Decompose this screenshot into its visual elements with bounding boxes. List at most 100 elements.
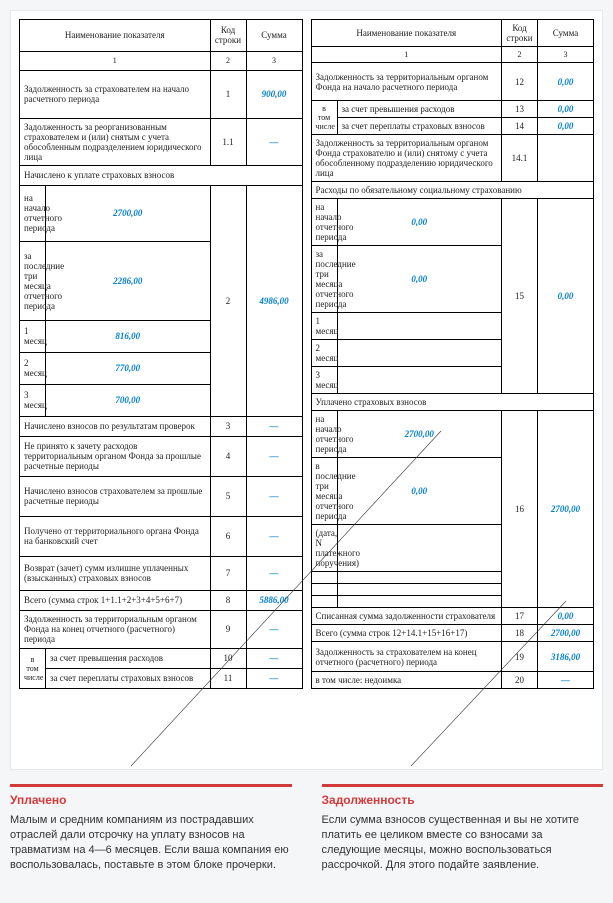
l-r10-code: 9: [210, 610, 246, 648]
r-r6-name: Списанная сумма задолженности страховате…: [311, 608, 502, 625]
l-r4-sum: —: [270, 421, 279, 431]
r-r5f: [311, 596, 337, 608]
l-r11b-name: за счет переплаты страховых взносов: [46, 668, 211, 688]
l-r9-name: Всего (сумма строк 1+1.1+2+3+4+5+6+7): [20, 590, 211, 610]
l-r5-name: Не принято к зачету расходов территориал…: [20, 436, 211, 476]
r-r7-sum: 2700,00: [551, 628, 580, 638]
l-r3d-sum: 770,00: [115, 363, 140, 373]
l-r10-sum: —: [270, 624, 279, 634]
r-r1-code: 12: [502, 63, 538, 101]
l-r3b-sum: 2286,00: [113, 276, 142, 286]
col3: 3: [246, 51, 302, 70]
r-r5-sum: 2700,00: [551, 504, 580, 514]
hdr-sum-r: Сумма: [538, 20, 594, 47]
left-table: Наименование показателя Код строки Сумма…: [19, 19, 303, 689]
anno2-text: Если сумма взносов существенная и вы не …: [322, 813, 604, 872]
l-r5-code: 4: [210, 436, 246, 476]
r-r5b-sum: 0,00: [411, 486, 427, 496]
r-r8-name: Задолженность за страхователем на конец …: [311, 642, 502, 672]
r-r8-sum: 3186,00: [551, 652, 580, 662]
r-r7-name: Всего (сумма строк 12+14.1+15+16+17): [311, 625, 502, 642]
l-r8-code: 7: [210, 556, 246, 590]
anno1-text: Малым и средним компаниям из пострадавши…: [10, 813, 292, 872]
r-r3-name: Задолженность за территориальным органом…: [311, 135, 502, 182]
r-r5d: [311, 572, 337, 584]
form-sheet: Наименование показателя Код строки Сумма…: [10, 10, 603, 770]
r-r2a-name: за счет превышения расходов: [337, 101, 502, 118]
l-r8-sum: —: [270, 568, 279, 578]
l-r3a-sum: 2700,00: [113, 208, 142, 218]
r-r4a-name: на начало отчетного периода: [311, 199, 337, 246]
hdr-code: Код строки: [210, 20, 246, 52]
l-r11-lbl: в том числе: [20, 648, 46, 688]
anno2-title: Задолженность: [322, 793, 604, 807]
hdr-name-r: Наименование показателя: [311, 20, 502, 47]
right-table: Наименование показателя Код строки Сумма…: [311, 19, 595, 689]
l-r11a-sum: —: [270, 653, 279, 663]
l-r7-name: Получено от территориального органа Фонд…: [20, 516, 211, 556]
r-r5c-name: (дата, N платежного поручения): [311, 525, 337, 572]
l-r9-sum: 5886,00: [259, 595, 288, 605]
r-r5b-name: в последние три месяца отчетного периода: [311, 458, 337, 525]
annotations: Уплачено Малым и средним компаниям из по…: [10, 784, 603, 872]
hdr-sum: Сумма: [246, 20, 302, 52]
l-r7-sum: —: [270, 531, 279, 541]
r-r7-code: 18: [502, 625, 538, 642]
r-r4e-name: 3 месяц: [311, 367, 337, 394]
l-r3-sum: 4986,00: [259, 296, 288, 306]
r-r5a-name: на начало отчетного периода: [311, 411, 337, 458]
l-r3c-sum: 816,00: [115, 331, 140, 341]
r-r4c-name: 1 месяц: [311, 313, 337, 340]
l-r6-sum: —: [270, 491, 279, 501]
anno2-bar: [322, 784, 604, 787]
r-r4d-name: 2 месяц: [311, 340, 337, 367]
annotation-uplacheno: Уплачено Малым и средним компаниям из по…: [10, 784, 292, 872]
r-r4b-name: за последние три месяца отчетного период…: [311, 246, 337, 313]
l-r11a-code: 10: [210, 648, 246, 668]
l-r2-code: 1.1: [210, 118, 246, 165]
l-r5-sum: —: [270, 451, 279, 461]
r-r5a-sum: 2700,00: [405, 429, 434, 439]
l-r3b-name: за последние три месяца отчетного период…: [20, 241, 46, 320]
l-r1-code: 1: [210, 70, 246, 118]
l-r3-name: Начислено к уплате страховых взносов: [20, 165, 303, 185]
l-r3-code: 2: [210, 185, 246, 416]
l-r3c-name: 1 месяц: [20, 320, 46, 352]
l-r2-name: Задолженность за реорганизованным страхо…: [20, 118, 211, 165]
r-r6-sum: 0,00: [558, 611, 574, 621]
col2: 2: [210, 51, 246, 70]
r-r5-code: 16: [502, 411, 538, 608]
r-r3-code: 14.1: [502, 135, 538, 182]
l-r9-code: 8: [210, 590, 246, 610]
r-r4-name: Расходы по обязательному социальному стр…: [311, 182, 594, 199]
annotation-zadolzhennost: Задолженность Если сумма взносов существ…: [322, 784, 604, 872]
r-r9-code: 20: [502, 672, 538, 689]
l-r3e-name: 3 месяц: [20, 384, 46, 416]
l-r1-sum: 900,00: [262, 89, 287, 99]
l-r6-code: 5: [210, 476, 246, 516]
l-r11b-code: 11: [210, 668, 246, 688]
r-r9-name: в том числе: недоимка: [311, 672, 502, 689]
anno1-bar: [10, 784, 292, 787]
r-r9-sum: —: [561, 675, 570, 685]
l-r3e-sum: 700,00: [115, 395, 140, 405]
l-r10-name: Задолженность за территориальным органом…: [20, 610, 211, 648]
r-r2a-sum: 0,00: [558, 104, 574, 114]
r-r6-code: 17: [502, 608, 538, 625]
r-r5-name: Уплачено страховых взносов: [311, 394, 594, 411]
col1: 1: [20, 51, 211, 70]
r-r2-lbl: в том числе: [311, 101, 337, 135]
r-r4a-sum: 0,00: [411, 217, 427, 227]
r-r4-code: 15: [502, 199, 538, 394]
l-r3d-name: 2 месяц: [20, 352, 46, 384]
r-r8-code: 19: [502, 642, 538, 672]
l-r8-name: Возврат (зачет) сумм излишне уплаченных …: [20, 556, 211, 590]
l-r6-name: Начислено взносов страхователем за прошл…: [20, 476, 211, 516]
hdr-name: Наименование показателя: [20, 20, 211, 52]
r-r2b-name: за счет переплаты страховых взносов: [337, 118, 502, 135]
r-r2b-code: 14: [502, 118, 538, 135]
hdr-code-r: Код строки: [502, 20, 538, 47]
r-r3-sum: [538, 135, 594, 182]
l-r11b-sum: —: [270, 673, 279, 683]
tables-wrap: Наименование показателя Код строки Сумма…: [19, 19, 594, 689]
